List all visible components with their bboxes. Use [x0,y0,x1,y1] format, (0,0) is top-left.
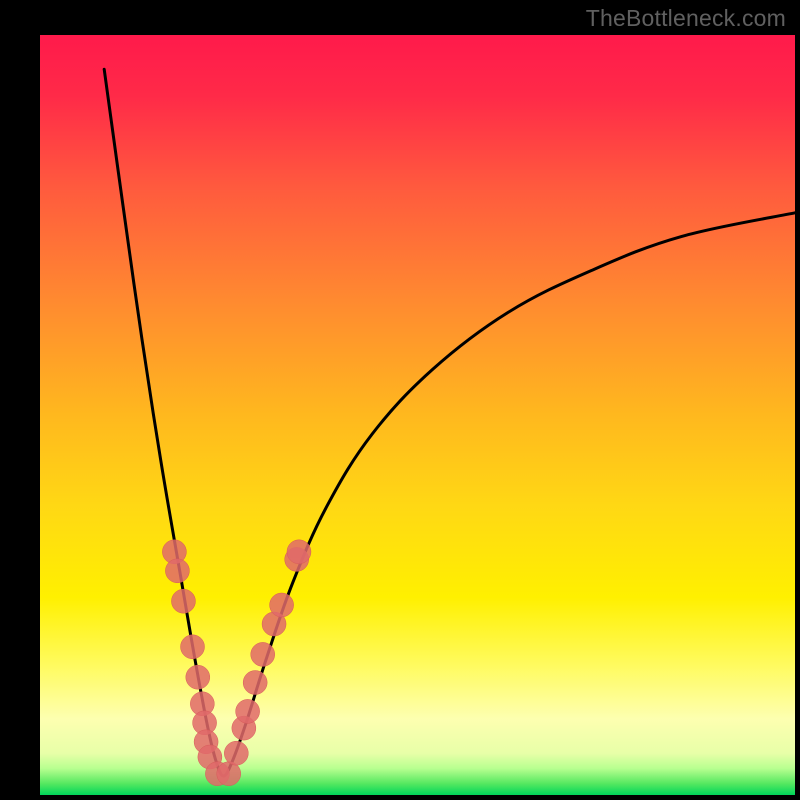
data-marker [243,671,267,695]
data-marker [270,593,294,617]
data-marker [171,589,195,613]
marker-group [162,540,311,786]
data-marker [287,540,311,564]
data-marker [181,635,205,659]
data-marker [165,559,189,583]
data-marker [236,699,260,723]
data-marker [186,665,210,689]
bottleneck-curve [104,69,795,776]
data-marker [251,642,275,666]
data-marker [224,741,248,765]
watermark-text: TheBottleneck.com [586,5,786,32]
chart-svg [0,0,800,800]
